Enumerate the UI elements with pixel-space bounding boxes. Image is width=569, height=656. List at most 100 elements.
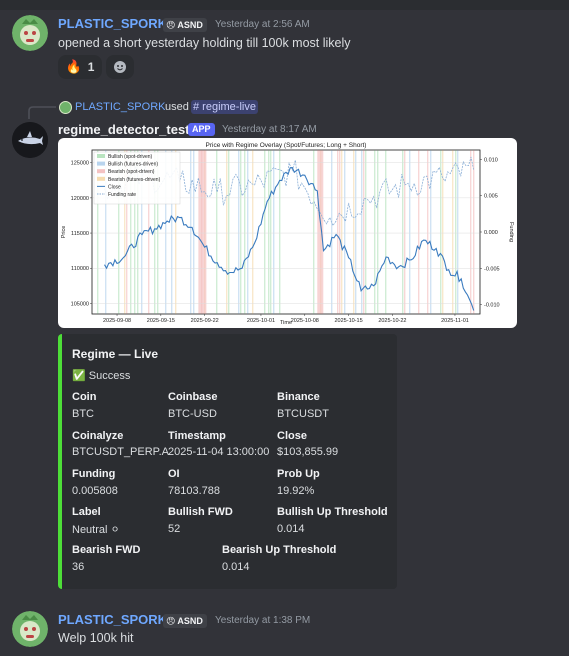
embed-title: Regime — Live [72,347,159,361]
reaction-fire[interactable]: 🔥 1 [58,55,102,79]
command-mention[interactable]: # regime-live [191,100,258,114]
x-tick-label: 2025-10-15 [335,318,363,324]
regime-band [355,150,357,314]
y2-tick-label: 0.010 [484,157,498,163]
regime-band [353,150,355,314]
x-tick-label: 2025-11-01 [441,318,469,324]
y-axis-label: Price [61,226,67,239]
regime-band [228,150,230,314]
y2-tick-label: 0.000 [484,230,498,236]
avatar[interactable] [12,15,48,51]
regime-embed: Regime — Live ✅ Success Coin BTC Coinbas… [58,334,397,589]
field-name: Bearish FWD [72,544,141,556]
regime-band [317,150,324,314]
regime-band [97,150,99,314]
y2-tick-label: -0.005 [484,266,500,272]
y2-axis-label: Funding [508,222,514,242]
y-tick-label: 115000 [71,231,89,237]
reply-avatar[interactable] [59,101,72,114]
username[interactable]: PLASTIC_SPORK [58,612,168,627]
field-value: 0.014 [277,523,305,535]
regime-band [175,150,177,314]
regime-band [247,150,249,314]
regime-band [452,150,454,314]
regime-band [455,150,457,314]
add-reaction-icon [114,61,126,73]
regime-band [442,150,444,314]
regime-band [198,150,207,314]
legend-entry: Bullish (spot-driven) [108,154,153,160]
embed-status: ✅ Success [72,370,131,382]
legend-entry: Bearish (spot-driven) [108,169,155,175]
username[interactable]: PLASTIC_SPORK [58,16,168,31]
regime-band [270,150,272,314]
x-tick-label: 2025-10-22 [378,318,406,324]
field-name: Close [277,430,307,442]
timestamp[interactable]: Yesterday at 1:38 PM [215,615,311,626]
regime-band [402,150,404,314]
regime-band [240,150,242,314]
bot-username[interactable]: regime_detector_test [58,122,190,137]
regime-band [344,150,346,314]
regime-band [105,150,107,314]
regime-band [268,150,270,314]
y-tick-label: 120000 [71,196,89,202]
legend-entry: Close [108,184,121,190]
regime-band [473,150,475,314]
field-value: 19.92% [277,485,315,497]
regime-band [238,150,240,314]
field-name: Bearish Up Threshold [222,544,337,556]
regime-band [216,150,218,314]
field-value: BTC [72,408,94,420]
regime-band [118,150,120,314]
field-value: BTCUSDT [277,408,329,420]
field-value: 52 [168,523,181,535]
field-value: 36 [72,561,85,573]
reaction-count: 1 [87,60,95,74]
field-name: Coinbase [168,391,218,403]
regime-band [313,150,315,314]
regime-band [244,150,246,314]
regime-band [430,150,432,314]
regime-band [279,150,281,314]
add-reaction-button[interactable] [106,55,134,79]
regime-band [190,150,192,314]
regime-band [273,150,275,314]
regime-band [385,150,387,314]
field-name: Bullish FWD [168,506,233,518]
reply-username[interactable]: PLASTIC_SPORK [75,101,166,113]
x-axis-label: Time [280,320,292,326]
legend-swatch [97,176,105,181]
regime-band [130,150,132,314]
legend-entry: Bearish (futures-driven) [108,177,161,183]
bot-avatar[interactable] [12,122,48,158]
shark-icon [18,136,43,145]
reply-action: used [165,101,189,113]
regime-band [171,150,173,314]
chart-attachment[interactable]: Price with Regime Overlay (Spot/Futures;… [58,138,517,328]
legend-swatch [97,161,105,166]
timestamp[interactable]: Yesterday at 8:17 AM [222,124,317,135]
field-name: Binance [277,391,320,403]
field-name: Coin [72,391,97,403]
chart-title: Price with Regime Overlay (Spot/Futures;… [206,142,367,149]
legend-swatch [97,169,105,174]
field-name: OI [168,468,180,480]
regime-band [141,150,143,314]
x-tick-label: 2025-09-22 [191,318,219,324]
field-value: 0.005808 [72,485,118,497]
timestamp[interactable]: Yesterday at 2:56 AM [215,19,310,30]
x-tick-label: 2025-09-08 [103,318,131,324]
message-1: PLASTIC_SPORK 😠 ASND Yesterday at 2:56 A… [0,0,569,90]
app-badge: APP [188,123,215,136]
regime-chart: Price with Regime Overlay (Spot/Futures;… [61,142,514,326]
message-2: PLASTIC_SPORK used # regime-live regime_… [0,98,569,598]
regime-band [341,150,343,314]
avatar[interactable] [12,611,48,647]
field-name: Funding [72,468,116,480]
field-value: 78103.788 [168,485,220,497]
message-3: PLASTIC_SPORK 😠 ASND Yesterday at 1:38 P… [0,598,569,656]
x-tick-label: 2025-10-08 [291,318,319,324]
legend-box [93,151,181,205]
regime-band [363,150,365,314]
